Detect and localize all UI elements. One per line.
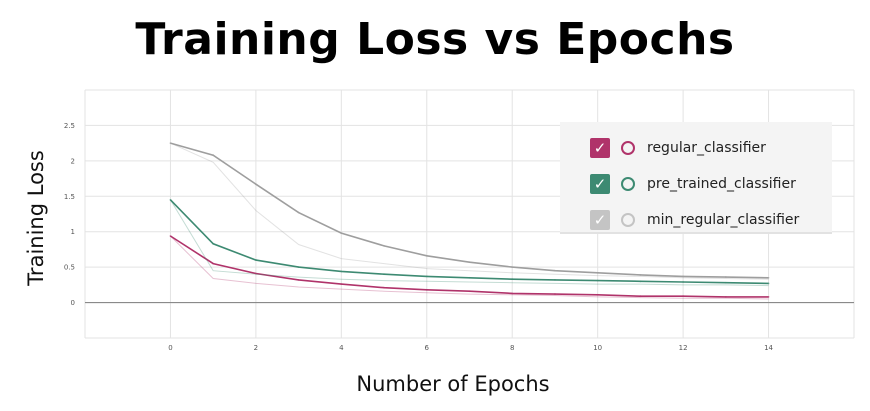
data-point-pre-trained-classifier [169, 198, 172, 201]
data-point-regular-classifier [468, 290, 471, 293]
x-tick-label: 0 [168, 344, 172, 352]
data-point-min-regular-classifier [596, 271, 599, 274]
data-point-regular-classifier [254, 272, 257, 275]
legend-label: pre_trained_classifier [647, 176, 796, 192]
data-point-pre-trained-classifier [383, 273, 385, 276]
tick-layer: 0 2 4 6 8 10 12 14 0 0.5 1 1.5 2 2.5 [64, 122, 774, 352]
data-point-regular-classifier [425, 288, 428, 291]
x-axis-label: Number of Epochs [356, 372, 550, 396]
data-point-min-regular-classifier [425, 254, 428, 257]
data-point-pre-trained-classifier [724, 281, 727, 284]
data-point-min-regular-classifier [297, 211, 300, 214]
x-tick-label: 8 [510, 344, 514, 352]
y-tick-label: 0.5 [64, 264, 75, 272]
data-point-pre-trained-classifier [468, 276, 471, 279]
data-point-regular-classifier [383, 286, 385, 289]
data-point-regular-classifier [212, 262, 215, 265]
data-point-regular-classifier [169, 235, 172, 237]
legend-item-pre-trained-classifier[interactable]: ✓ pre_trained_classifier [590, 172, 796, 196]
data-point-regular-classifier [724, 296, 727, 298]
data-point-pre-trained-classifier [212, 242, 215, 245]
data-point-regular-classifier [639, 295, 642, 298]
y-tick-label: 1.5 [64, 193, 75, 201]
series-line-regular-classifier [169, 235, 769, 298]
x-tick-label: 4 [339, 344, 344, 352]
y-tick-label: 2 [71, 157, 75, 165]
data-point-regular-classifier [596, 293, 599, 296]
legend-label: min_regular_classifier [647, 212, 800, 228]
data-point-min-regular-classifier [468, 261, 471, 264]
data-point-regular-classifier [554, 293, 556, 295]
legend: ✓ regular_classifier ✓ pre_trained_class… [560, 122, 832, 234]
data-point-pre-trained-classifier [639, 280, 642, 283]
y-tick-label: 1 [71, 228, 75, 236]
y-axis-label: Training Loss [24, 150, 48, 286]
legend-item-min-regular-classifier[interactable]: ✓ min_regular_classifier [590, 208, 799, 232]
chart-title: Training Loss vs Epochs [135, 14, 735, 65]
data-point-min-regular-classifier [383, 244, 385, 247]
legend-radio-circle-icon[interactable] [621, 213, 635, 227]
x-tick-label: 10 [593, 344, 602, 352]
data-point-pre-trained-classifier [340, 270, 343, 273]
x-tick-label: 14 [764, 344, 773, 352]
data-point-min-regular-classifier [639, 274, 642, 276]
series-raw-line-regular-classifier [170, 235, 769, 300]
data-point-pre-trained-classifier [554, 278, 556, 281]
y-tick-label: 2.5 [64, 122, 75, 130]
data-point-min-regular-classifier [340, 232, 343, 235]
data-point-min-regular-classifier [511, 266, 514, 269]
x-tick-label: 6 [425, 344, 430, 352]
data-point-min-regular-classifier [724, 276, 727, 278]
data-point-pre-trained-classifier [297, 266, 300, 269]
y-tick-label: 0 [71, 299, 75, 307]
legend-item-regular-classifier[interactable]: ✓ regular_classifier [590, 136, 766, 160]
legend-label: regular_classifier [647, 140, 766, 156]
legend-checkbox-pre-trained-classifier[interactable]: ✓ [590, 174, 610, 194]
data-point-pre-trained-classifier [511, 278, 514, 281]
data-point-pre-trained-classifier [682, 281, 685, 283]
x-tick-label: 2 [254, 344, 258, 352]
data-point-min-regular-classifier [767, 276, 770, 279]
legend-checkbox-min-regular-classifier[interactable]: ✓ [590, 210, 610, 230]
legend-radio-circle-icon[interactable] [621, 141, 635, 155]
data-point-min-regular-classifier [169, 142, 172, 145]
series-raw-line-pre-trained-classifier [169, 199, 769, 287]
data-point-pre-trained-classifier [425, 275, 428, 278]
data-point-pre-trained-classifier [767, 282, 770, 285]
legend-checkbox-regular-classifier[interactable]: ✓ [590, 138, 610, 158]
data-point-min-regular-classifier [212, 154, 215, 157]
data-point-regular-classifier [682, 295, 685, 298]
data-point-regular-classifier [511, 292, 514, 295]
data-point-regular-classifier [340, 283, 343, 286]
data-point-regular-classifier [767, 296, 770, 298]
data-point-min-regular-classifier [682, 275, 685, 278]
series-layer [169, 142, 770, 300]
data-point-min-regular-classifier [554, 269, 556, 272]
data-point-regular-classifier [297, 278, 300, 281]
series-raw-line-min-regular-classifier [170, 142, 769, 280]
data-point-pre-trained-classifier [254, 259, 257, 261]
x-tick-label: 12 [679, 344, 688, 352]
data-point-pre-trained-classifier [596, 279, 599, 282]
legend-radio-circle-icon[interactable] [621, 177, 635, 191]
data-point-min-regular-classifier [254, 183, 257, 186]
